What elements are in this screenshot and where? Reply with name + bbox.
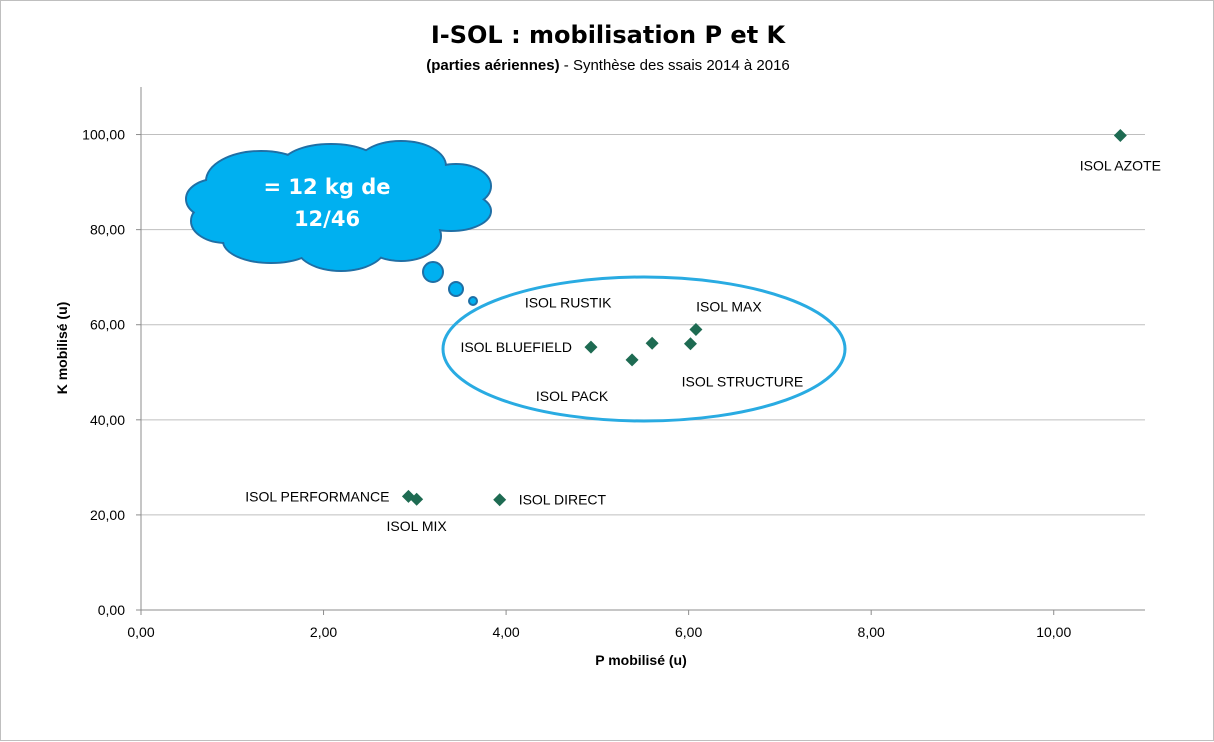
point-isol-pack [625,353,639,367]
x-tick-label: 10,00 [1036,624,1071,640]
cloud-text-line2: 12/46 [294,207,360,231]
chart-subtitle: (parties aériennes) - Synthèse des ssais… [426,57,790,74]
thought-cloud-callout: = 12 kg de 12/46 [185,140,492,306]
label-isol-bluefield: ISOL BLUEFIELD [460,339,572,355]
y-tick-label: 0,00 [98,602,125,618]
x-tick-label: 4,00 [492,624,519,640]
highlight-ellipse [441,275,847,423]
point-isol-mix [410,492,424,506]
axes [136,87,1145,615]
x-axis-title: P mobilisé (u) [595,652,687,668]
chart-title: I-SOL : mobilisation P et K [431,21,787,49]
y-tick-label: 60,00 [90,317,125,333]
label-isol-rustik: ISOL RUSTIK [525,294,612,310]
tick-labels: 0,00 20,00 40,00 60,00 80,00 100,00 0,00 2,00 4,… [82,127,1071,640]
point-isol-max [689,322,703,336]
cloud-bubble-large [422,261,444,283]
data-labels: ISOL AZOTE ISOL MAX ISOL RUSTIK ISOL STRUCT… [245,157,1161,534]
cloud-bubble-medium [448,281,464,297]
x-tick-label: 2,00 [310,624,337,640]
label-isol-direct: ISOL DIRECT [519,492,607,508]
label-isol-performance: ISOL PERFORMANCE [245,488,389,504]
x-tick-label: 6,00 [675,624,702,640]
label-isol-azote: ISOL AZOTE [1080,157,1161,173]
point-isol-rustik [645,336,659,350]
cloud-body-fill [187,142,490,270]
y-tick-label: 20,00 [90,507,125,523]
point-isol-bluefield [584,340,598,354]
chart-subtitle-rest: - Synthèse des ssais 2014 à 2016 [560,57,790,74]
cloud-text-line1: = 12 kg de [263,175,390,199]
label-isol-mix: ISOL MIX [387,518,448,534]
y-axis-title: K mobilisé (u) [54,302,70,395]
chart-subtitle-bold: (parties aériennes) [426,57,559,74]
point-isol-structure [683,337,697,351]
y-tick-label: 80,00 [90,222,125,238]
x-tick-label: 8,00 [858,624,885,640]
cloud-bubble-small [468,296,478,306]
label-isol-max: ISOL MAX [696,298,762,314]
label-isol-pack: ISOL PACK [536,388,609,404]
data-points [401,128,1127,507]
y-tick-label: 40,00 [90,412,125,428]
label-isol-structure: ISOL STRUCTURE [682,374,804,390]
y-tick-label: 100,00 [82,127,125,143]
point-isol-direct [493,493,507,507]
x-tick-label: 0,00 [127,624,154,640]
point-isol-azote [1113,128,1127,142]
